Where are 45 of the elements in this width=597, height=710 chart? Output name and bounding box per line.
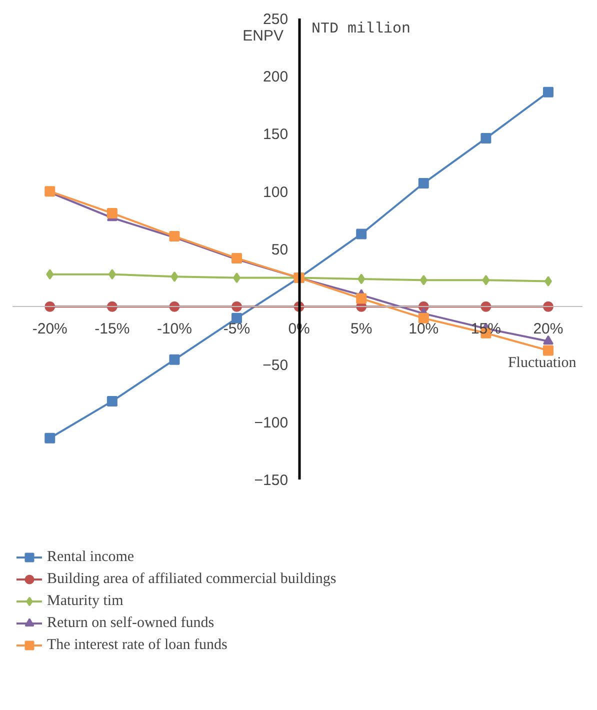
y-tick-label: −100	[254, 414, 288, 432]
y-tick-label: −150	[254, 472, 288, 490]
point	[106, 396, 118, 406]
point	[480, 133, 492, 144]
point	[356, 293, 367, 304]
point	[106, 208, 118, 218]
annotation: NTD million	[312, 20, 411, 38]
point	[232, 312, 242, 324]
point	[358, 274, 366, 284]
point	[233, 272, 241, 284]
x-axis-title: Fluctuation	[508, 355, 577, 372]
point	[356, 228, 367, 240]
legend-label: Building area of affiliated commercial buildings	[47, 570, 336, 588]
point	[169, 354, 180, 365]
point	[108, 269, 116, 280]
point	[46, 269, 54, 280]
point	[420, 274, 428, 286]
x-tick-label: 10%	[408, 320, 439, 338]
point	[44, 432, 56, 444]
point	[542, 86, 554, 98]
point	[418, 312, 429, 324]
legend-label: Return on self-owned funds	[47, 614, 214, 632]
x-tick-label: 5%	[350, 320, 372, 338]
y-tick-label: 50	[271, 241, 288, 258]
legend-label: Maturity tim	[47, 592, 124, 610]
point	[170, 271, 178, 282]
y-tick-label: 100	[263, 184, 288, 201]
y-tick-label: 200	[263, 68, 288, 86]
point	[542, 335, 554, 345]
x-tick-label: 20%	[533, 320, 564, 338]
legend-label: The interest rate of loan funds	[47, 636, 228, 654]
x-tick-label: -20%	[32, 320, 68, 338]
x-tick-label: -15%	[94, 320, 130, 338]
legend-label: Rental income	[47, 548, 134, 566]
point	[544, 276, 552, 287]
x-tick-label: -10%	[156, 320, 192, 338]
point	[542, 345, 554, 356]
y-axis-title: ENPV	[242, 28, 284, 45]
y-tick-label: 250	[263, 10, 288, 28]
y-tick-label: −50	[262, 356, 288, 374]
point	[418, 178, 429, 188]
point	[482, 274, 490, 286]
x-tick-label: 15%	[470, 320, 501, 338]
x-tick-label: -5%	[223, 320, 250, 338]
y-tick-label: 150	[263, 126, 288, 144]
